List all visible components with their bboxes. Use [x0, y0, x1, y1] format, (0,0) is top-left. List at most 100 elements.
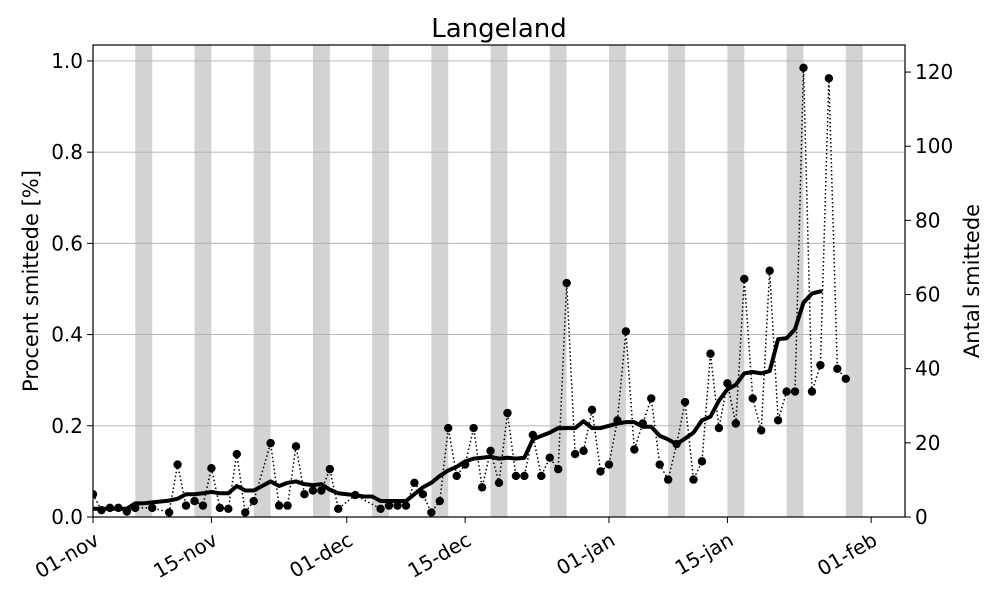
data-point — [638, 419, 647, 428]
data-point — [444, 423, 453, 433]
data-point — [435, 496, 444, 506]
data-point — [630, 445, 639, 454]
y-axis-label-left: Procent smittede [%] — [19, 170, 43, 392]
data-point — [587, 405, 597, 415]
data-point — [807, 387, 817, 396]
weekend-band — [431, 45, 449, 517]
data-point — [537, 471, 546, 481]
data-point — [503, 408, 512, 418]
data-point — [689, 475, 698, 484]
data-point — [655, 460, 664, 469]
y-tick-label-right: 60 — [915, 283, 940, 307]
weekend-band — [194, 45, 212, 517]
y-tick-label-right: 20 — [915, 431, 940, 455]
y-tick-label-right: 0 — [915, 505, 928, 529]
data-point — [325, 464, 335, 474]
weekend-band — [372, 45, 390, 517]
series-layer — [93, 63, 850, 517]
data-point — [757, 426, 766, 435]
data-point — [596, 467, 605, 476]
y-tick-label-left: 0.4 — [51, 323, 83, 347]
data-point — [528, 430, 538, 440]
weekend-band — [786, 45, 804, 517]
data-point — [334, 504, 343, 513]
data-point — [816, 360, 825, 370]
weekend-band — [549, 45, 567, 517]
data-point — [427, 508, 436, 517]
data-point — [410, 478, 419, 487]
data-point — [93, 489, 98, 499]
weekend-band — [490, 45, 508, 517]
data-point — [173, 460, 182, 469]
data-point — [469, 423, 478, 433]
data-point — [376, 504, 385, 513]
data-point — [511, 471, 521, 481]
daily-series-line — [93, 67, 847, 515]
data-point — [401, 501, 411, 510]
data-point — [782, 387, 791, 396]
data-point — [351, 490, 360, 500]
data-point — [621, 327, 631, 336]
data-point — [215, 503, 225, 513]
data-point — [308, 486, 318, 495]
data-point — [241, 508, 250, 517]
x-tick-label: 01-dec — [285, 528, 356, 583]
data-point — [697, 457, 707, 466]
rolling-average-line — [93, 289, 823, 511]
y-tick-label-left: 0.2 — [51, 414, 83, 438]
data-point — [773, 416, 783, 425]
x-tick-label: 01-jan — [552, 528, 619, 580]
x-tick-label: 01-nov — [31, 527, 103, 583]
data-point — [841, 374, 850, 384]
data-point — [232, 449, 241, 459]
data-point — [224, 504, 233, 513]
data-point — [579, 446, 588, 456]
data-point — [148, 503, 157, 513]
data-point — [207, 464, 216, 473]
x-tick-label: 15-jan — [671, 528, 738, 580]
x-tick-label: 01-feb — [813, 528, 881, 581]
data-point — [731, 419, 741, 428]
data-point — [740, 274, 749, 284]
data-point — [494, 478, 504, 487]
data-point — [114, 503, 123, 513]
data-point — [680, 397, 690, 407]
data-point — [291, 442, 301, 451]
plot-frame — [92, 44, 906, 518]
weekend-band — [135, 45, 153, 517]
data-point — [570, 449, 580, 459]
data-point — [181, 501, 191, 510]
data-point — [833, 364, 842, 373]
data-point — [300, 489, 309, 499]
data-point — [486, 446, 495, 456]
y-tick-label-right: 120 — [915, 60, 953, 84]
data-point — [460, 460, 470, 469]
y-tick-label-left: 1.0 — [51, 49, 83, 73]
data-point — [393, 501, 402, 510]
y-tick-label-right: 100 — [915, 134, 953, 158]
y-tick-label-left: 0.0 — [51, 505, 83, 529]
y-tick-label-left: 0.8 — [51, 140, 83, 164]
data-point — [562, 278, 571, 288]
data-point — [105, 503, 115, 513]
x-tick-label: 15-nov — [149, 527, 221, 583]
weekend-band — [608, 45, 626, 517]
y-tick-label-right: 40 — [915, 357, 940, 381]
data-point — [790, 387, 800, 396]
data-point — [799, 63, 808, 73]
data-point — [604, 460, 614, 469]
data-point — [164, 508, 174, 517]
data-point — [723, 379, 732, 388]
data-point — [452, 471, 461, 481]
x-tick-label: 15-dec — [404, 528, 475, 583]
data-point — [97, 505, 106, 515]
data-point — [384, 501, 394, 510]
data-point — [663, 475, 673, 484]
y-tick-label-right: 80 — [915, 208, 940, 232]
weekend-bands — [135, 45, 863, 517]
weekend-band — [253, 45, 271, 517]
chart-title: Langeland — [431, 14, 567, 44]
data-point — [122, 507, 132, 516]
